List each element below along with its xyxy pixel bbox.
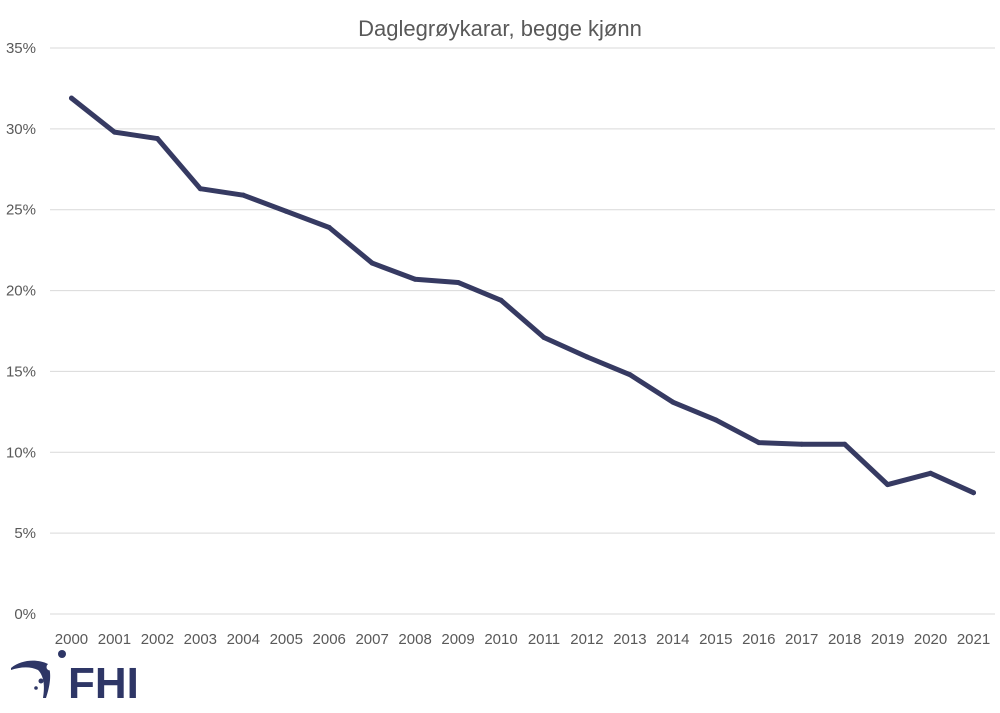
y-tick-label: 5% (14, 525, 36, 542)
data-point-2002 (154, 136, 160, 142)
y-tick-label: 30% (6, 121, 36, 138)
chart-title: Daglegrøykarar, begge kjønn (358, 16, 642, 41)
x-tick-label: 2008 (398, 631, 431, 648)
data-point-2005 (283, 208, 289, 214)
x-tick-label: 2009 (441, 631, 474, 648)
data-point-2013 (627, 372, 633, 378)
x-tick-label: 2016 (742, 631, 775, 648)
y-tick-label: 10% (6, 444, 36, 461)
data-point-2019 (885, 482, 891, 488)
data-point-2014 (670, 399, 676, 405)
x-tick-label: 2015 (699, 631, 732, 648)
data-point-2012 (584, 354, 590, 360)
x-tick-label: 2012 (570, 631, 603, 648)
x-tick-label: 2020 (914, 631, 947, 648)
data-point-2004 (240, 192, 246, 198)
data-point-2020 (928, 470, 934, 476)
x-tick-label: 2011 (528, 631, 560, 648)
data-point-2003 (197, 186, 203, 192)
gridlines (50, 47, 995, 615)
data-point-2016 (756, 440, 762, 446)
data-point-2001 (111, 129, 117, 135)
x-tick-label: 2007 (355, 631, 388, 648)
series-line (68, 95, 977, 496)
y-tick-label: 20% (6, 283, 36, 300)
fhi-logo-text: FHI (68, 659, 139, 706)
data-point-2007 (369, 260, 375, 266)
x-tick-label: 2013 (613, 631, 646, 648)
x-tick-label: 2005 (270, 631, 303, 648)
x-tick-label: 2010 (484, 631, 517, 648)
x-tick-label: 2019 (871, 631, 904, 648)
y-tick-label: 25% (6, 202, 36, 219)
data-point-2017 (799, 441, 805, 447)
y-tick-label: 35% (6, 40, 36, 57)
x-axis-ticks: 2000 2001 2002 2003 2004 2005 2006 2007 2008 2009… (55, 631, 990, 648)
data-point-2010 (498, 297, 504, 303)
y-axis-ticks: 0% 5% 10% 15% 20% 25% 30% 35% (6, 40, 36, 623)
x-tick-label: 2003 (184, 631, 217, 648)
x-tick-label: 2000 (55, 631, 88, 648)
x-tick-label: 2014 (656, 631, 689, 648)
x-tick-label: 2002 (141, 631, 174, 648)
fhi-logo: FHI (11, 650, 139, 706)
x-tick-label: 2017 (785, 631, 818, 648)
data-point-2009 (455, 279, 461, 285)
data-point-2018 (842, 441, 848, 447)
y-tick-label: 15% (6, 363, 36, 380)
data-point-2000 (68, 95, 74, 101)
data-point-2011 (541, 334, 547, 340)
x-tick-label: 2006 (313, 631, 346, 648)
x-tick-label: 2018 (828, 631, 861, 648)
x-tick-label: 2001 (98, 631, 131, 648)
y-tick-label: 0% (14, 606, 36, 623)
data-point-2006 (326, 225, 332, 231)
fhi-logo-icon (11, 650, 66, 698)
data-point-2008 (412, 276, 418, 282)
x-tick-label: 2004 (227, 631, 260, 648)
data-point-2015 (713, 417, 719, 423)
series-group (68, 95, 977, 496)
data-point-2021 (971, 490, 977, 496)
x-tick-label: 2021 (957, 631, 990, 648)
